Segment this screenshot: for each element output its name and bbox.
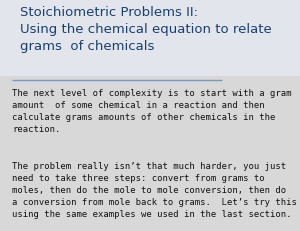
Text: The problem really isn’t that much harder, you just
need to take three steps: co: The problem really isn’t that much harde…: [12, 162, 297, 219]
Text: The next level of complexity is to start with a gram
amount  of some chemical in: The next level of complexity is to start…: [12, 89, 292, 134]
Text: Stoichiometric Problems II:
Using the chemical equation to relate
grams  of chem: Stoichiometric Problems II: Using the ch…: [20, 6, 271, 53]
Bar: [0, 0, 300, 76]
